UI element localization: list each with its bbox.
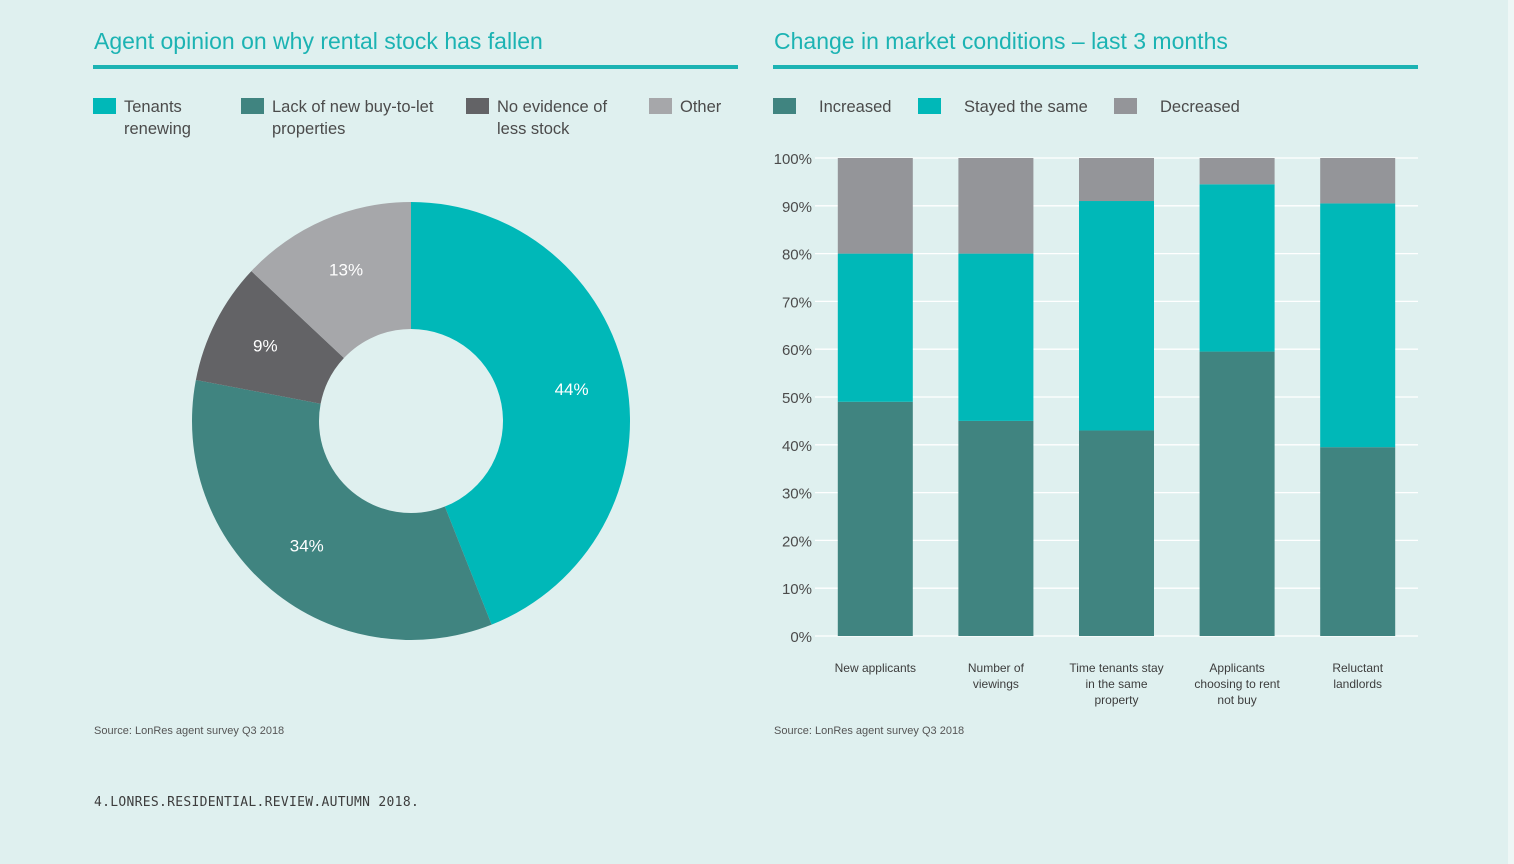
bar-segment-decreased-new-applicants [837,158,913,254]
bar-segment-stayed-the-same-number-of-viewings [958,253,1034,421]
y-tick-label: 30% [782,486,812,503]
y-tick-label: 20% [782,533,812,550]
legend-label-tenants-renewing: Tenants renewing [124,96,191,140]
legend-label-line: Lack of new buy-to-let [272,98,434,116]
y-tick-label: 10% [782,581,812,598]
x-tick-label: Reluctant [1332,661,1383,675]
x-tick-label: choosing to rent [1194,677,1280,691]
legend-label-no-evidence-of-less-stock: No evidence of less stock [497,96,607,140]
bar-source-note: Source: LonRes agent survey Q3 2018 [774,725,965,737]
page-footer: 4.LONRES.RESIDENTIAL.REVIEW.AUTUMN 2018. [94,795,420,810]
legend-label-decreased: Decreased [1160,96,1240,118]
x-tick-label: landlords [1333,677,1382,691]
y-tick-label: 50% [782,390,812,407]
legend-label-line: Other [680,98,722,116]
legend-label-stayed-the-same: Stayed the same [964,96,1088,118]
y-tick-label: 90% [782,199,812,216]
legend-label-line: No evidence of [497,98,608,116]
bar-chart-title: Change in market conditions – last 3 mon… [774,28,1228,54]
bar-segment-decreased-time-tenants-stay-in-the-same-property [1079,158,1154,202]
donut-chart-title: Agent opinion on why rental stock has fa… [94,28,543,54]
donut-value-label-lack-of-new-buy-to-let-properties: 34% [290,536,324,555]
y-tick-label: 80% [782,247,812,264]
legend-swatch-other [649,98,672,114]
legend-swatch-no-evidence-of-less-stock [466,98,489,114]
legend-label-increased: Increased [819,96,891,118]
x-tick-label: not buy [1217,693,1256,707]
stacked-bar-chart: 0% 10% 20% 30% 40% 50% 60% 70% 80% 90% 100% New app… [774,151,1418,707]
donut-slice-tenants-renewing [411,202,630,625]
legend-label-line: Tenants [124,98,182,116]
legend-label-line: renewing [124,120,191,138]
bar-title-rule [773,65,1418,69]
legend-label-other: Other [680,96,721,118]
donut-value-label-no-evidence-of-less-stock: 9% [253,336,278,355]
x-tick-label: Number of [968,661,1025,675]
y-tick-label: 100% [774,151,812,168]
y-tick-label: 40% [782,438,812,455]
x-tick-label: viewings [973,677,1019,691]
legend-swatch-tenants-renewing [93,98,116,114]
y-tick-label: 70% [782,294,812,311]
bar-segment-stayed-the-same-applicants-choosing-to-rent-not-buy [1199,184,1275,352]
legend-label-lack-of-new-buy-to-let-properties: Lack of new buy-to-let properties [272,96,433,140]
bar-segment-stayed-the-same-reluctant-landlords [1320,203,1396,448]
donut-source-note: Source: LonRes agent survey Q3 2018 [94,725,285,737]
x-tick-label: Applicants [1209,661,1264,675]
bar-segment-increased-number-of-viewings [958,420,1034,636]
bar-legend: Increased Stayed the same Decreased [773,96,1418,146]
bar-segment-stayed-the-same-new-applicants [837,253,913,402]
legend-label-line: properties [272,120,346,138]
bar-segment-decreased-number-of-viewings [958,158,1034,254]
legend-label-line: less stock [497,120,570,138]
bar-segment-increased-applicants-choosing-to-rent-not-buy [1199,351,1275,636]
bar-segment-decreased-reluctant-landlords [1320,158,1396,204]
y-tick-label: 0% [790,629,812,646]
bar-segment-decreased-applicants-choosing-to-rent-not-buy [1199,158,1275,185]
donut-chart: 44% 34% 9% 13% [191,202,630,640]
legend-label-line: Decreased [1160,98,1240,116]
y-tick-label: 60% [782,342,812,359]
x-tick-label: property [1094,693,1138,707]
x-tick-label: in the same [1085,677,1147,691]
x-tick-label: New applicants [835,661,916,675]
legend-swatch-decreased [1114,98,1137,114]
donut-title-rule [93,65,738,69]
donut-value-label-other: 13% [329,260,363,279]
donut-value-label-tenants-renewing: 44% [555,380,589,399]
legend-swatch-stayed-the-same [918,98,941,114]
legend-swatch-increased [773,98,796,114]
page-edge-strip [1508,0,1514,864]
bar-segment-increased-reluctant-landlords [1320,447,1396,636]
bar-segment-increased-time-tenants-stay-in-the-same-property [1079,430,1154,636]
donut-slice-lack-of-new-buy-to-let-properties [191,379,492,640]
donut-slice-no-evidence-of-less-stock [195,271,344,404]
donut-slice-other [251,202,411,359]
bar-segment-increased-new-applicants [837,401,913,636]
donut-legend: Tenants renewing Lack of new buy-to-let pro… [93,96,738,146]
x-tick-label: Time tenants stay [1069,661,1163,675]
legend-swatch-lack-of-new-buy-to-let-properties [241,98,264,114]
bar-segment-stayed-the-same-time-tenants-stay-in-the-same-property [1079,201,1154,431]
legend-label-line: Stayed the same [964,98,1088,116]
legend-label-line: Increased [819,98,892,116]
